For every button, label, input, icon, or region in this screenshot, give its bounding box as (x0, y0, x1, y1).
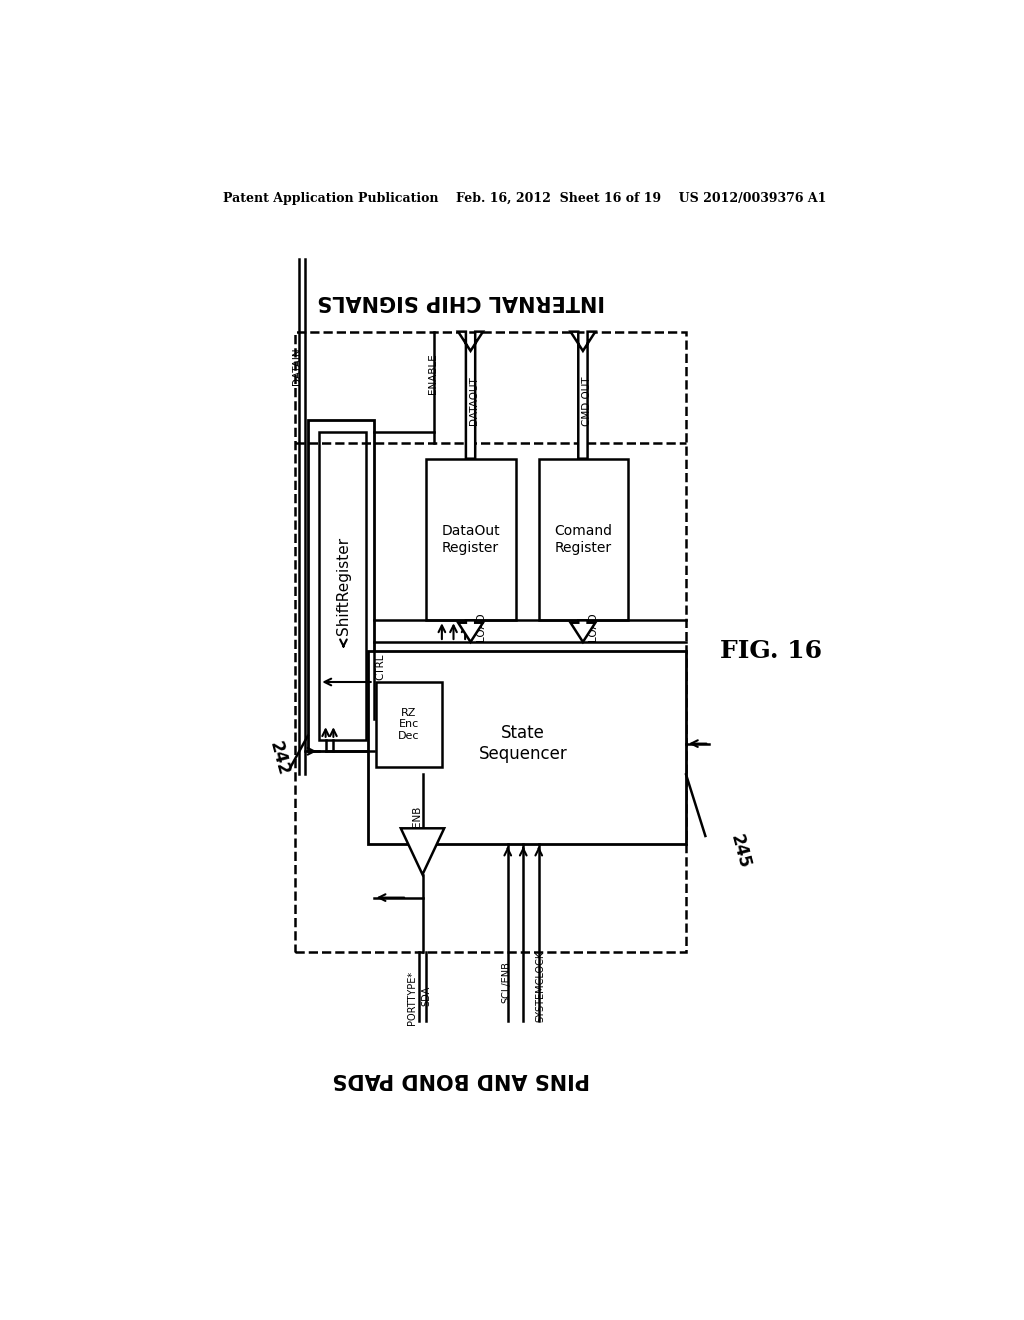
Polygon shape (570, 331, 595, 459)
Text: DATAIN: DATAIN (292, 347, 302, 385)
Polygon shape (400, 829, 444, 875)
Text: SCL/ENB: SCL/ENB (501, 961, 511, 1003)
Bar (539, 459, 628, 620)
Bar (295, 331, 686, 952)
Text: LOAD: LOAD (588, 612, 598, 642)
Text: State
Sequencer: State Sequencer (479, 725, 567, 763)
Text: ENABLE: ENABLE (428, 354, 437, 395)
Text: 245: 245 (727, 833, 754, 870)
Text: FIG. 16: FIG. 16 (720, 639, 822, 663)
Text: SYSTEMCLOCK: SYSTEMCLOCK (536, 950, 546, 1022)
Text: PORTTYPE*: PORTTYPE* (408, 970, 418, 1024)
Text: PINS AND BOND PADS: PINS AND BOND PADS (333, 1069, 590, 1089)
Text: Comand
Register: Comand Register (554, 524, 612, 554)
Text: Patent Application Publication    Feb. 16, 2012  Sheet 16 of 19    US 2012/00393: Patent Application Publication Feb. 16, … (223, 191, 826, 205)
Text: INTERNAL CHIP SIGNALS: INTERNAL CHIP SIGNALS (317, 290, 605, 310)
Polygon shape (458, 331, 483, 459)
Bar (308, 420, 374, 751)
Text: DataOut
Register: DataOut Register (441, 524, 500, 554)
Text: DATAOUT: DATAOUT (469, 376, 479, 425)
Text: ENB: ENB (412, 807, 422, 828)
Polygon shape (570, 620, 595, 642)
Text: 242: 242 (266, 739, 292, 779)
Polygon shape (458, 620, 483, 642)
Bar (376, 682, 442, 767)
Text: ShiftRegister: ShiftRegister (336, 537, 351, 635)
Text: RZ
Enc
Dec: RZ Enc Dec (397, 708, 419, 741)
Text: LOAD: LOAD (475, 612, 485, 642)
Text: CTRL: CTRL (375, 653, 385, 680)
Bar (369, 651, 686, 843)
Bar (426, 459, 515, 620)
Text: CMD OUT: CMD OUT (582, 376, 592, 425)
Text: SDA: SDA (421, 986, 431, 1006)
Bar (319, 432, 366, 739)
